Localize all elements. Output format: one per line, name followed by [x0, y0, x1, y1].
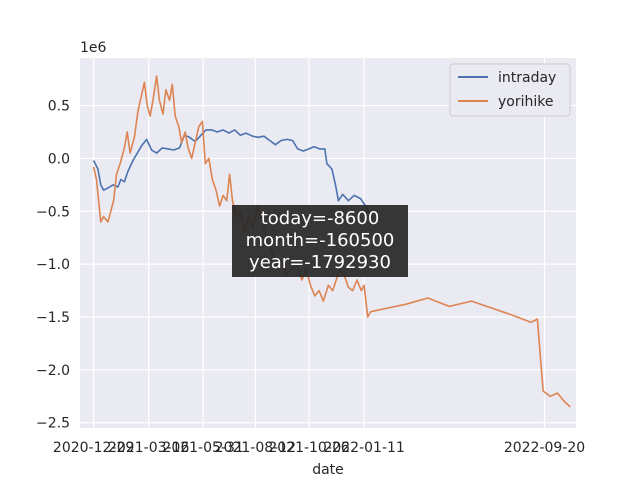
x-tick-label: 2021-05-31 [162, 440, 243, 456]
x-tick-label: 2021-08-12 [215, 440, 296, 456]
x-tick-label: 2022-09-20 [504, 440, 585, 456]
y-tick-label: −2.0 [36, 363, 70, 379]
legend-label-yorihike: yorihike [498, 94, 553, 110]
x-axis-label: date [312, 462, 344, 478]
x-tick-labels: 2020-12-292021-03-162021-05-312021-08-12… [53, 440, 585, 456]
annotation-box: today=-8600 month=-160500 year=-1792930 [232, 205, 408, 277]
y-tick-label: 0.5 [48, 99, 70, 115]
series-line-intraday [92, 129, 382, 221]
annotation-line-3: year=-1792930 [249, 252, 391, 273]
y-tick-label: 0.0 [48, 151, 70, 167]
y-tick-label: −2.5 [36, 416, 70, 432]
annotation-line-2: month=-160500 [246, 230, 395, 251]
x-tick-label: 2020-12-29 [53, 440, 134, 456]
y-tick-label: −1.0 [36, 257, 70, 273]
y-offset-label: 1e6 [80, 40, 107, 56]
x-tick-label: 2021-10-26 [268, 440, 349, 456]
annotation-line-1: today=-8600 [261, 208, 380, 229]
y-tick-label: −1.5 [36, 310, 70, 326]
x-tick-label: 2021-03-16 [108, 440, 189, 456]
x-tick-label: 2022-01-11 [323, 440, 404, 456]
y-tick-label: −0.5 [36, 204, 70, 220]
y-tick-labels: 0.5 0.0 −0.5 −1.0 −1.5 −2.0 −2.5 [36, 99, 70, 432]
legend: intraday yorihike [449, 63, 571, 117]
legend-label-intraday: intraday [498, 70, 556, 86]
